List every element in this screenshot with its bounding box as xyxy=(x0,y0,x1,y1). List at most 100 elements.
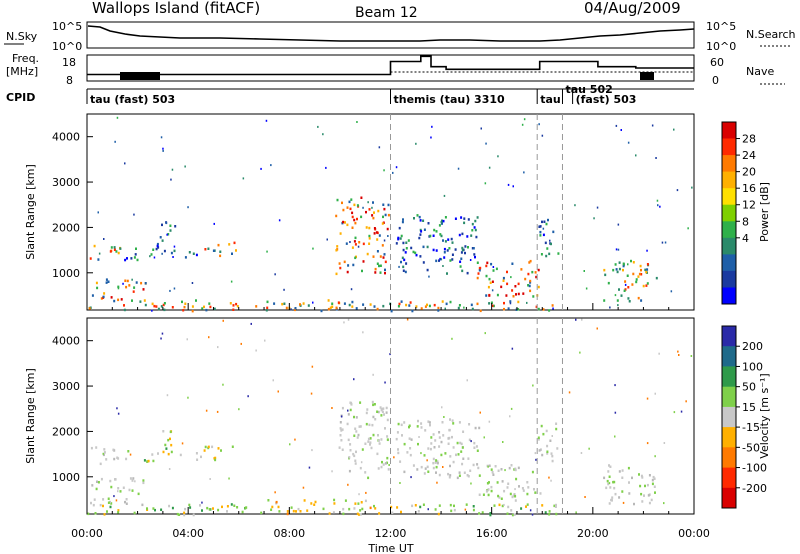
echo-pixel xyxy=(103,448,106,451)
echo-pixel xyxy=(362,206,364,209)
station-title: Wallops Island (fitACF) xyxy=(92,0,260,17)
echo-pixel xyxy=(377,434,379,437)
echo-pixel xyxy=(548,476,550,479)
echo-pixel xyxy=(440,453,443,457)
echo-pixel xyxy=(466,474,469,477)
xaxis-label: Time UT xyxy=(367,542,413,554)
echo-pixel xyxy=(510,276,512,279)
echo-pixel xyxy=(656,199,659,202)
echo-pixel xyxy=(485,294,488,297)
echo-pixel xyxy=(435,459,438,462)
echo-pixel xyxy=(447,472,450,476)
echo-pixel xyxy=(422,245,425,249)
echo-pixel xyxy=(614,263,617,266)
echo-pixel xyxy=(382,407,385,410)
echo-pixel xyxy=(646,263,649,266)
echo-pixel xyxy=(624,283,627,286)
echo-pixel xyxy=(544,241,547,245)
echo-pixel xyxy=(624,288,627,291)
echo-pixel xyxy=(97,481,100,484)
echo-pixel xyxy=(342,208,345,212)
echo-pixel xyxy=(641,500,644,503)
echo-pixel xyxy=(116,407,118,410)
echo-pixel xyxy=(349,408,352,412)
echo-pixel xyxy=(424,429,427,432)
colorbar-swatch xyxy=(722,155,736,173)
echo-pixel xyxy=(189,506,192,509)
echo-pixel xyxy=(510,407,513,410)
echo-pixel xyxy=(200,455,202,459)
echo-pixel xyxy=(647,494,650,497)
echo-pixel xyxy=(651,478,654,482)
echo-pixel xyxy=(488,481,490,484)
colorbar-tick-label: 4 xyxy=(742,232,749,245)
echo-pixel xyxy=(654,455,656,458)
echo-pixel xyxy=(169,437,171,441)
freq-tick-top: 18 xyxy=(62,56,76,69)
echo-pixel xyxy=(638,272,641,276)
echo-pixel xyxy=(342,507,345,511)
echo-pixel xyxy=(539,230,542,234)
echo-pixel xyxy=(449,259,452,262)
echo-pixel xyxy=(527,284,530,287)
echo-pixel xyxy=(364,499,367,503)
echo-pixel xyxy=(313,503,316,506)
echo-pixel xyxy=(136,258,139,262)
x-tick-label: 04:00 xyxy=(172,527,204,540)
echo-pixel xyxy=(447,238,450,241)
echo-pixel xyxy=(219,254,222,258)
beam-title: Beam 12 xyxy=(355,5,418,21)
echo-pixel xyxy=(631,476,633,480)
echo-pixel xyxy=(351,305,354,308)
echo-pixel xyxy=(526,503,529,506)
echo-pixel xyxy=(117,298,120,302)
echo-pixel xyxy=(525,505,527,508)
echo-pixel xyxy=(250,322,252,325)
echo-pixel xyxy=(612,480,615,484)
echo-pixel xyxy=(406,318,409,321)
echo-pixel xyxy=(240,342,242,345)
echo-pixel xyxy=(149,255,151,258)
echo-pixel xyxy=(374,267,377,271)
echo-pixel xyxy=(538,225,541,228)
echo-pixel xyxy=(115,499,118,502)
echo-pixel xyxy=(470,482,472,485)
echo-pixel xyxy=(156,242,159,246)
echo-pixel xyxy=(609,486,612,489)
echo-pixel xyxy=(388,464,390,466)
echo-pixel xyxy=(354,236,357,240)
echo-pixel xyxy=(205,308,208,312)
echo-pixel xyxy=(432,234,435,237)
echo-pixel xyxy=(201,307,204,310)
echo-pixel xyxy=(458,471,461,474)
echo-pixel xyxy=(139,300,142,303)
echo-pixel xyxy=(124,279,127,282)
echo-pixel xyxy=(435,249,438,252)
echo-pixel xyxy=(168,468,171,470)
echo-pixel xyxy=(415,253,418,257)
echo-pixel xyxy=(142,288,145,291)
echo-pixel xyxy=(399,482,401,484)
echo-pixel xyxy=(470,440,472,443)
cpid-segment-label: themis (tau) 3310 xyxy=(394,93,506,106)
echo-pixel xyxy=(204,445,207,449)
echo-pixel xyxy=(312,301,314,304)
nsearch-tick-bottom: 10^0 xyxy=(706,40,736,53)
echo-pixel xyxy=(208,302,211,305)
echo-pixel xyxy=(556,447,559,450)
echo-pixel xyxy=(460,450,463,453)
echo-pixel xyxy=(362,260,365,263)
echo-pixel xyxy=(433,228,436,232)
echo-pixel xyxy=(349,241,351,243)
echo-pixel xyxy=(161,223,163,227)
echo-pixel xyxy=(607,281,610,285)
echo-pixel xyxy=(397,305,400,308)
echo-pixel xyxy=(442,239,444,242)
echo-pixel xyxy=(409,453,412,457)
x-tick-label: 20:00 xyxy=(577,527,609,540)
echo-pixel xyxy=(401,434,403,437)
echo-pixel xyxy=(209,305,212,309)
echo-pixel xyxy=(229,302,232,305)
echo-pixel xyxy=(551,435,553,437)
echo-pixel xyxy=(513,513,516,516)
